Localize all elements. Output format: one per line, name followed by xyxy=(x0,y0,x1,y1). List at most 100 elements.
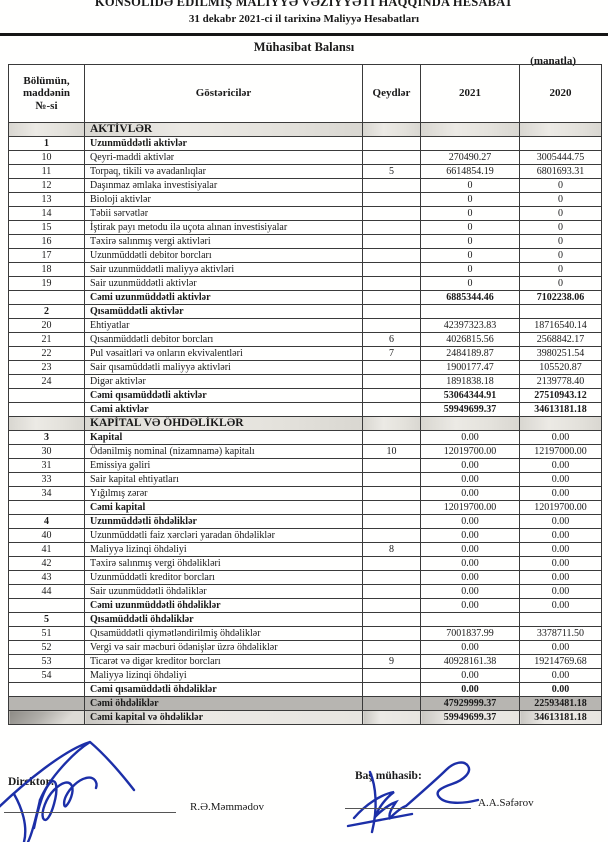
cell-v2021: 0.00 xyxy=(420,486,520,501)
cell-note: 6 xyxy=(362,332,421,347)
cell-note: 10 xyxy=(362,444,421,459)
cell-v2020: 105520.87 xyxy=(519,360,602,375)
cell-v2021: 0.00 xyxy=(420,430,520,445)
cell-no xyxy=(8,500,85,515)
balance-title: Mühasibat Balansı xyxy=(253,40,355,54)
cell-v2021: 0 xyxy=(420,178,520,193)
director-signature xyxy=(0,740,136,842)
table-row: 12 Daşınmaz əmlaka investisiyalar 0 0 xyxy=(8,178,602,193)
balance-table: Bölümün, maddənin №-si Göstəricilər Qeyd… xyxy=(8,64,602,725)
cell-v2020: 2139778.40 xyxy=(519,374,602,389)
cell-note xyxy=(362,192,421,207)
cell-v2020: 0 xyxy=(519,276,602,291)
cell-label: Cəmi kapital və öhdəliklər xyxy=(84,710,363,725)
col-header-notes: Qeydlər xyxy=(362,64,421,123)
cell-label: Cəmi uzunmüddətli öhdəliklər xyxy=(84,598,363,613)
col-header-2020: 2020 xyxy=(519,64,602,123)
accountant-signature-line xyxy=(345,808,471,809)
cell-note xyxy=(362,388,421,403)
cell-note xyxy=(362,276,421,291)
horizontal-rule xyxy=(0,33,608,36)
cell-no: 23 xyxy=(8,360,85,375)
cell-no: 40 xyxy=(8,528,85,543)
cell-v2020: 12019700.00 xyxy=(519,500,602,515)
cell-no: 53 xyxy=(8,654,85,669)
col-header-2021: 2021 xyxy=(420,64,520,123)
table-row: 16 Təxirə salınmış vergi aktivləri 0 0 xyxy=(8,234,602,249)
cell-no: 4 xyxy=(8,514,85,529)
cell-label: Uzunmüddətli faiz xərcləri yaradan öhdəl… xyxy=(84,528,363,543)
table-row: 41 Maliyyə lizinqi öhdəliyi 8 0.00 0.00 xyxy=(8,542,602,557)
table-row: 13 Bioloji aktivlər 0 0 xyxy=(8,192,602,207)
cell-label: Uzunmüddətli debitor borcları xyxy=(84,248,363,263)
cell-note xyxy=(362,374,421,389)
cell-v2021: 270490.27 xyxy=(420,150,520,165)
cell-v2021: 0.00 xyxy=(420,682,520,697)
cell-no xyxy=(8,598,85,613)
cell-note xyxy=(362,514,421,529)
cell-v2021: 1891838.18 xyxy=(420,374,520,389)
table-row: KAPİTAL VƏ ÖHDƏLİKLƏR xyxy=(8,416,602,431)
cell-v2020: 0.00 xyxy=(519,542,602,557)
cell-label: Uzunmüddətli aktivlər xyxy=(84,136,363,151)
table-row: AKTİVLƏR xyxy=(8,122,602,137)
cell-no: 42 xyxy=(8,556,85,571)
cell-note xyxy=(362,318,421,333)
cell-no: 20 xyxy=(8,318,85,333)
table-row: 54 Maliyyə lizinqi öhdəliyi 0.00 0.00 xyxy=(8,668,602,683)
table-row: 19 Sair uzunmüddətli aktivlər 0 0 xyxy=(8,276,602,291)
cell-v2021: 0 xyxy=(420,220,520,235)
cell-note xyxy=(362,178,421,193)
cell-v2021: 12019700.00 xyxy=(420,500,520,515)
table-row: 23 Sair qısamüddətli maliyyə aktivləri 190… xyxy=(8,360,602,375)
cell-no: 51 xyxy=(8,626,85,641)
accountant-signature xyxy=(346,761,480,834)
cell-v2021: 6614854.19 xyxy=(420,164,520,179)
cell-no: 10 xyxy=(8,150,85,165)
accountant-name: A.A.Səfərov xyxy=(478,797,534,809)
cell-v2020: 34613181.18 xyxy=(519,710,602,725)
cell-label: Qısamüddətli öhdəliklər xyxy=(84,612,363,627)
table-row: 24 Digər aktivlər 1891838.18 2139778.40 xyxy=(8,374,602,389)
table-row: 18 Sair uzunmüddətli maliyyə aktivləri 0 0 xyxy=(8,262,602,277)
cell-note: 8 xyxy=(362,542,421,557)
cell-no: 54 xyxy=(8,668,85,683)
director-name: R.Ə.Məmmədov xyxy=(190,801,264,813)
cell-v2020: 3378711.50 xyxy=(519,626,602,641)
cell-no xyxy=(8,710,85,725)
table-row: 31 Emissiya gəliri 0.00 0.00 xyxy=(8,458,602,473)
cell-no: 11 xyxy=(8,164,85,179)
cell-note xyxy=(362,150,421,165)
cell-no: 30 xyxy=(8,444,85,459)
balance-table-body: AKTİVLƏR 1 Uzunmüddətli aktivlər 10 Qeyri-ma… xyxy=(8,122,602,725)
cell-no: 18 xyxy=(8,262,85,277)
cell-note xyxy=(362,570,421,585)
cell-note xyxy=(362,556,421,571)
cell-label: Yığılmış zərər xyxy=(84,486,363,501)
cell-v2020: 0 xyxy=(519,178,602,193)
table-row: Cəmi qısamüddətli aktivlər 53064344.91 275… xyxy=(8,388,602,403)
cell-v2020: 0.00 xyxy=(519,514,602,529)
cell-v2021: 2484189.87 xyxy=(420,346,520,361)
cell-note xyxy=(362,682,421,697)
table-row: 15 İştirak payı metodu ilə uçota alınan i… xyxy=(8,220,602,235)
table-row: 17 Uzunmüddətli debitor borcları 0 0 xyxy=(8,248,602,263)
table-row: 44 Sair uzunmüddətli öhdəliklər 0.00 0.00 xyxy=(8,584,602,599)
cell-label: Digər aktivlər xyxy=(84,374,363,389)
cell-v2021: 0.00 xyxy=(420,542,520,557)
cell-v2020: 0 xyxy=(519,234,602,249)
cell-note xyxy=(362,598,421,613)
cell-v2020: 7102238.06 xyxy=(519,290,602,305)
cell-v2020: 18716540.14 xyxy=(519,318,602,333)
cell-label: Pul vəsaitləri və onların ekvivalentləri xyxy=(84,346,363,361)
cell-label: Qeyri-maddi aktivlər xyxy=(84,150,363,165)
cell-no xyxy=(8,682,85,697)
table-row: 1 Uzunmüddətli aktivlər xyxy=(8,136,602,151)
table-row: 5 Qısamüddətli öhdəliklər xyxy=(8,612,602,627)
cell-v2020: 12197000.00 xyxy=(519,444,602,459)
cell-label: Vergi və sair məcburi ödənişlər üzrə öhd… xyxy=(84,640,363,655)
cell-note xyxy=(362,626,421,641)
table-row: Cəmi kapital 12019700.00 12019700.00 xyxy=(8,500,602,515)
cell-label: KAPİTAL VƏ ÖHDƏLİKLƏR xyxy=(84,416,363,431)
table-row: Cəmi öhdəliklər 47929999.37 22593481.18 xyxy=(8,696,602,711)
